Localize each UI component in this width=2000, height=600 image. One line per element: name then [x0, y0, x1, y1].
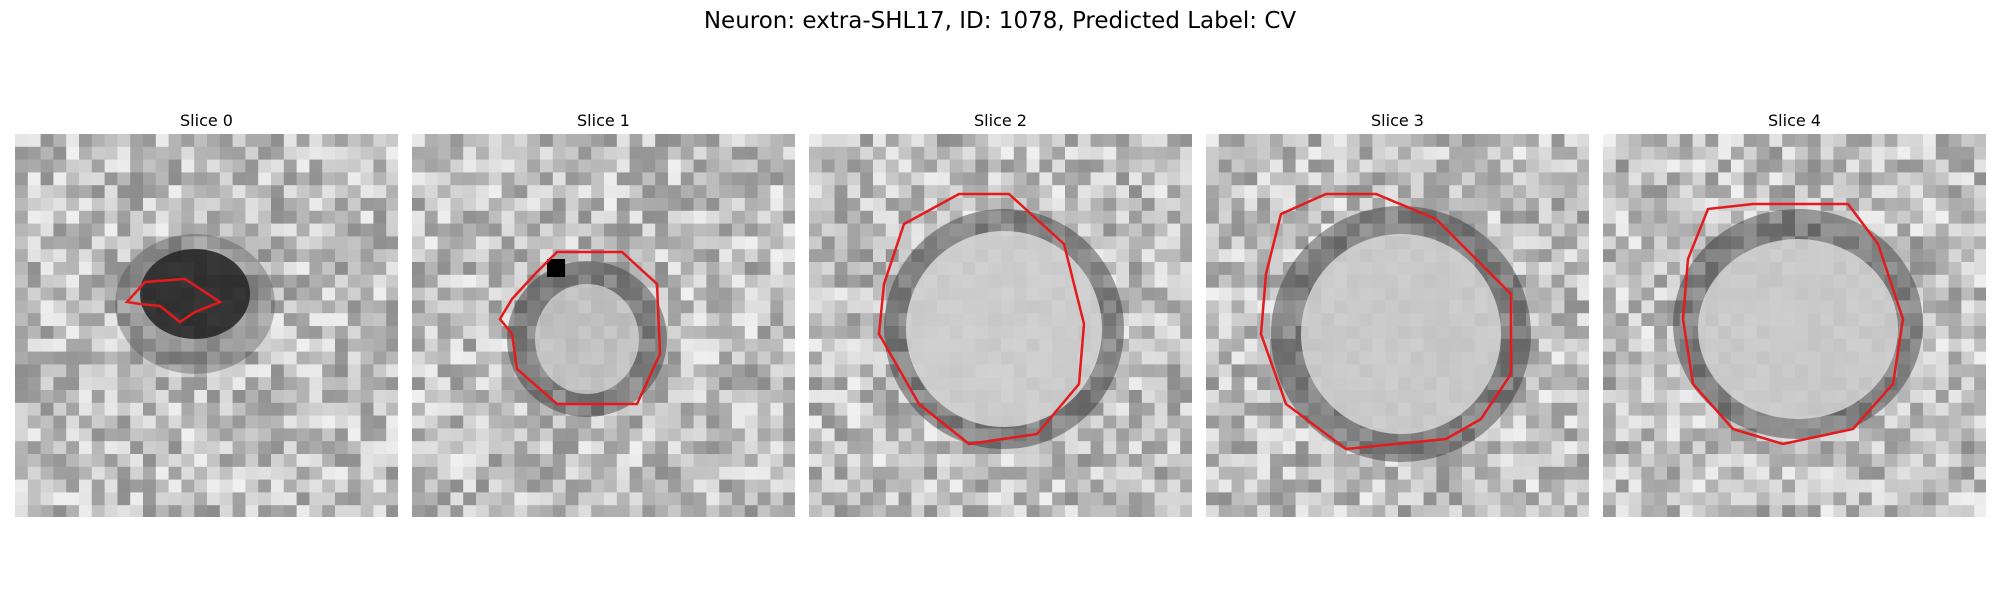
slice-panel-0: Slice 0: [15, 108, 398, 517]
slice-title: Slice 2: [974, 111, 1027, 130]
slice-image: [15, 134, 398, 517]
slice-4-svg: [1603, 134, 1986, 517]
slice-1-svg: [412, 134, 795, 517]
contour: [498, 250, 662, 406]
slice-image: [1206, 134, 1589, 517]
slice-image: [1603, 134, 1986, 517]
contour: [124, 277, 223, 324]
contour: [1259, 192, 1513, 451]
slice-0-svg: [15, 134, 398, 517]
slice-title: Slice 4: [1768, 111, 1821, 130]
slice-3-svg: [1206, 134, 1589, 517]
slice-2-svg: [809, 134, 1192, 517]
slice-title: Slice 1: [577, 111, 630, 130]
slice-title: Slice 0: [180, 111, 233, 130]
slice-panel-4: Slice 4: [1603, 108, 1986, 517]
slice-title: Slice 3: [1371, 111, 1424, 130]
slice-image: [412, 134, 795, 517]
contour: [1681, 202, 1905, 446]
figure-title: Neuron: extra-SHL17, ID: 1078, Predicted…: [703, 8, 1297, 34]
slice-panel-2: Slice 2: [809, 108, 1192, 517]
slice-image: [809, 134, 1192, 517]
slice-panel-3: Slice 3: [1206, 108, 1589, 517]
contour: [877, 192, 1086, 446]
slice-panel-1: Slice 1: [412, 108, 795, 517]
